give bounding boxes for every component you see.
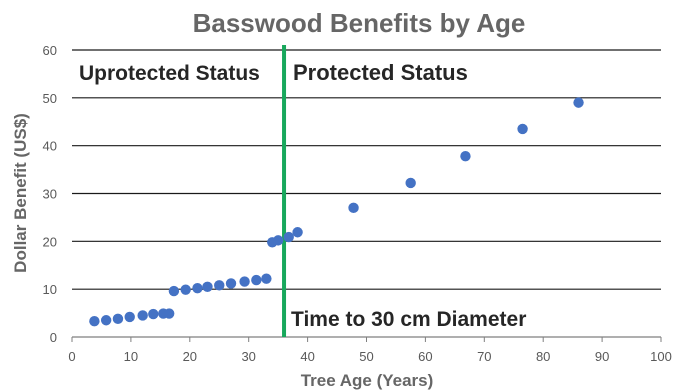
x-tick-label-70: 70 bbox=[477, 349, 491, 364]
data-points bbox=[89, 97, 584, 327]
data-point bbox=[202, 281, 213, 292]
x-tick-label-60: 60 bbox=[418, 349, 432, 364]
data-point bbox=[405, 177, 416, 189]
data-point bbox=[112, 313, 124, 325]
y-tick-label-10: 10 bbox=[43, 282, 57, 297]
data-point bbox=[460, 150, 471, 162]
x-tick-marks bbox=[71, 337, 662, 342]
x-tick-labels: 0 10 20 30 40 50 60 70 80 90 100 bbox=[68, 349, 671, 364]
data-point bbox=[100, 315, 112, 326]
chart-title: Basswood Benefits by Age bbox=[193, 8, 526, 38]
data-point bbox=[180, 284, 191, 295]
y-axis-label: Dollar Benefit (US$) bbox=[11, 113, 30, 273]
x-tick-label-50: 50 bbox=[359, 349, 373, 364]
data-point bbox=[137, 310, 148, 321]
data-point bbox=[283, 231, 294, 243]
data-point bbox=[192, 283, 203, 294]
protected-status-label: Protected Status bbox=[293, 60, 468, 85]
data-point bbox=[573, 97, 584, 108]
data-point bbox=[124, 311, 135, 323]
data-point bbox=[272, 235, 284, 246]
x-tick-label-10: 10 bbox=[124, 349, 138, 364]
x-tick-label-40: 40 bbox=[300, 349, 314, 364]
y-tick-label-0: 0 bbox=[50, 330, 57, 345]
data-point bbox=[261, 273, 272, 284]
x-tick-label-30: 30 bbox=[241, 349, 255, 364]
y-tick-labels: 0 10 20 30 40 50 60 bbox=[43, 43, 57, 345]
y-tick-label-40: 40 bbox=[43, 139, 57, 154]
y-tick-label-50: 50 bbox=[43, 91, 57, 106]
data-point bbox=[251, 274, 262, 286]
data-point bbox=[163, 308, 175, 319]
data-point bbox=[168, 285, 180, 297]
x-tick-label-20: 20 bbox=[183, 349, 197, 364]
y-tick-label-20: 20 bbox=[43, 234, 57, 249]
data-point bbox=[89, 316, 100, 327]
diameter-threshold-label: Time to 30 cm Diameter bbox=[291, 308, 526, 331]
data-point bbox=[239, 276, 250, 287]
x-axis-label: Tree Age (Years) bbox=[301, 371, 434, 390]
data-point bbox=[348, 202, 359, 214]
x-tick-label-80: 80 bbox=[536, 349, 550, 364]
data-point bbox=[292, 227, 303, 238]
data-point bbox=[517, 123, 528, 135]
unprotected-status-label: Uprotected Status bbox=[79, 62, 260, 85]
data-point bbox=[225, 278, 237, 289]
y-tick-label-60: 60 bbox=[43, 43, 57, 58]
data-point bbox=[214, 280, 225, 291]
data-point bbox=[148, 308, 159, 320]
gridlines bbox=[72, 49, 661, 290]
x-tick-label-90: 90 bbox=[595, 349, 609, 364]
x-tick-label-0: 0 bbox=[68, 349, 75, 364]
y-tick-label-30: 30 bbox=[43, 187, 57, 202]
x-tick-label-100: 100 bbox=[650, 349, 672, 364]
